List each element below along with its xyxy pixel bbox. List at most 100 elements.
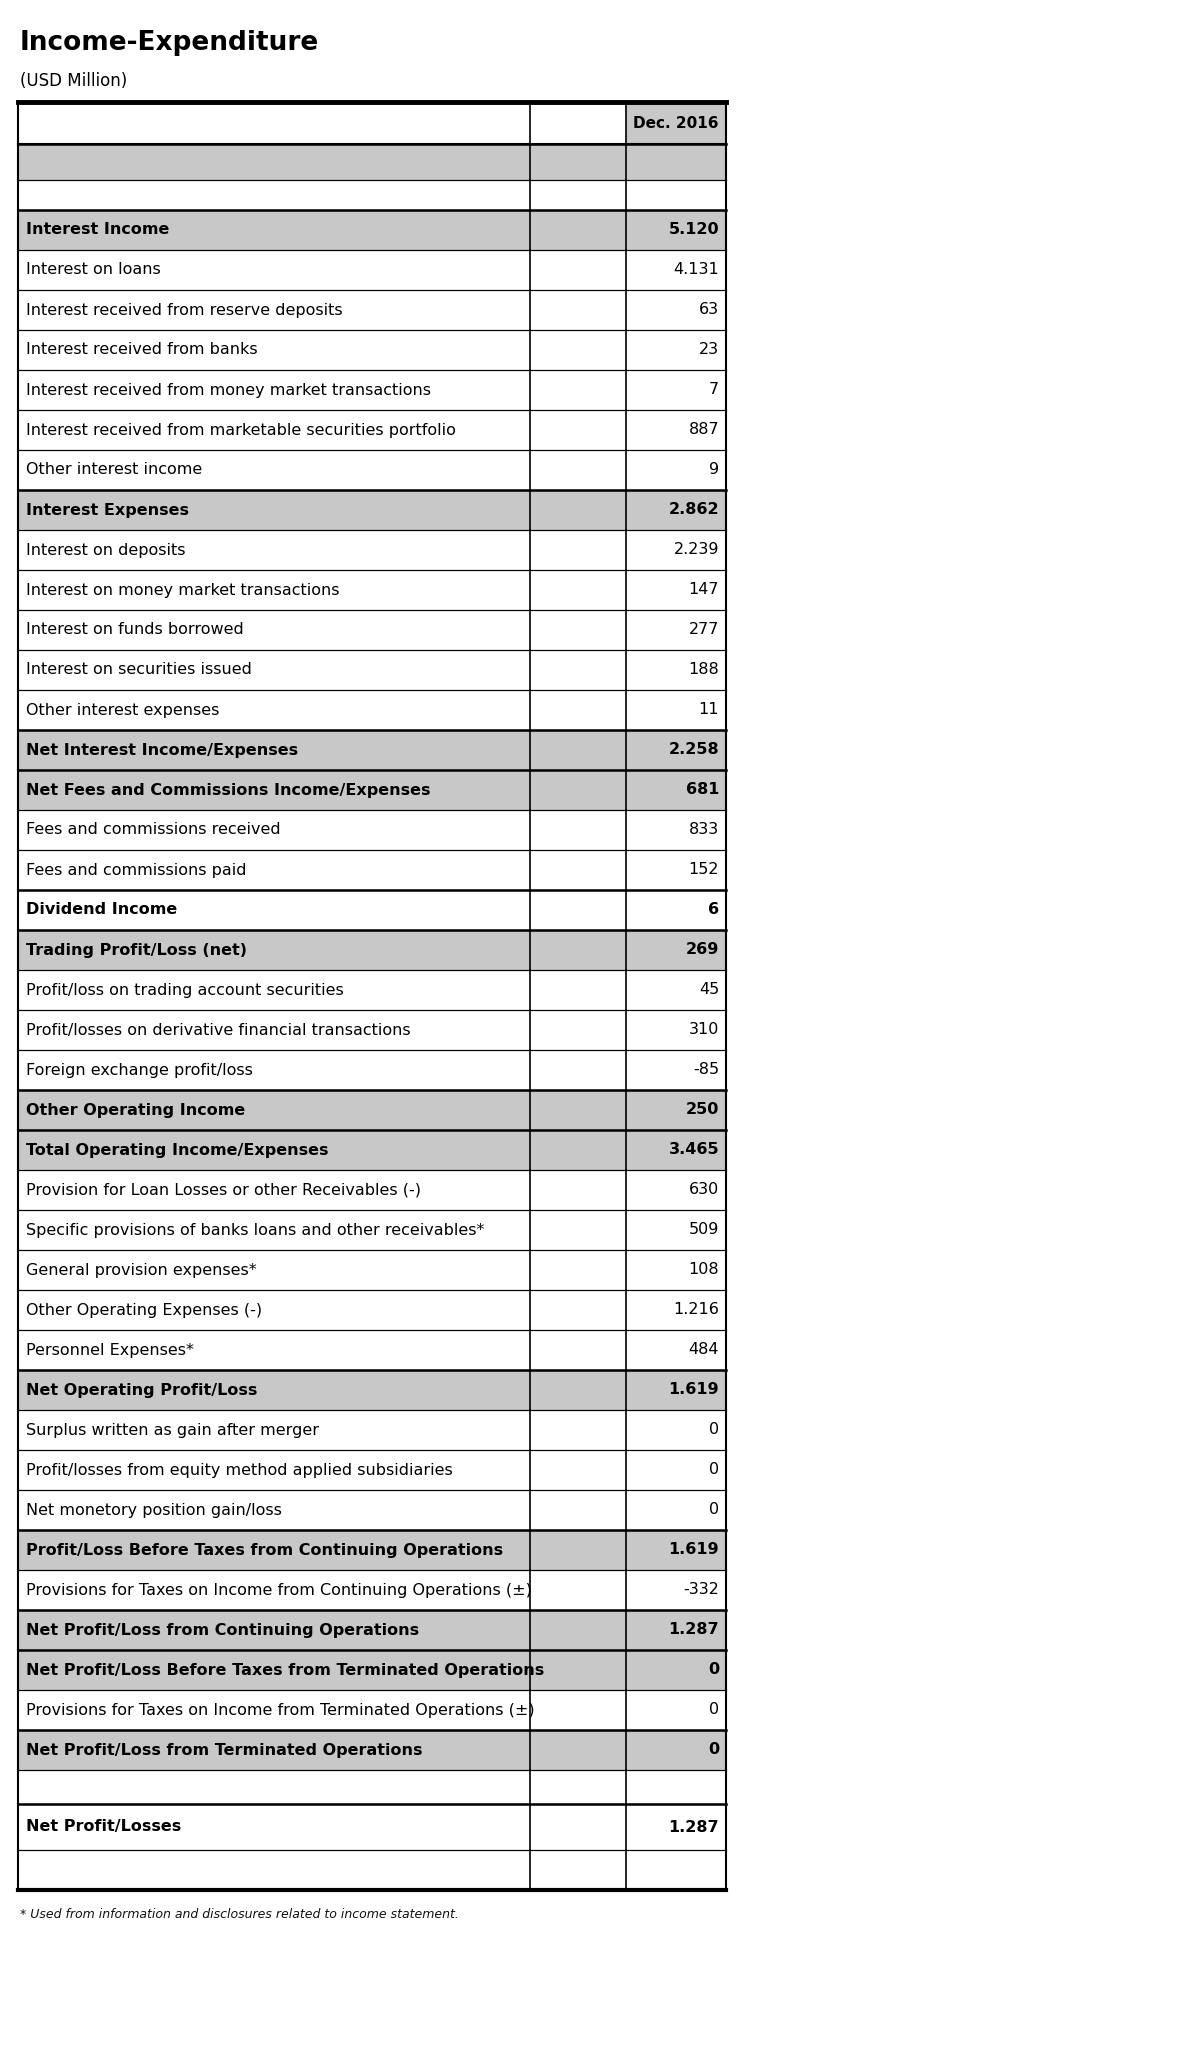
Bar bbox=[18, 1330, 726, 1369]
Text: 1.287: 1.287 bbox=[668, 1820, 719, 1835]
Text: Interest on money market transactions: Interest on money market transactions bbox=[26, 583, 340, 597]
Bar bbox=[18, 1250, 726, 1291]
Text: Profit/loss on trading account securities: Profit/loss on trading account securitie… bbox=[26, 982, 343, 997]
Bar bbox=[18, 850, 726, 889]
Text: 269: 269 bbox=[685, 943, 719, 957]
Text: 6: 6 bbox=[708, 902, 719, 918]
Bar bbox=[18, 1849, 726, 1890]
Text: 0: 0 bbox=[709, 1423, 719, 1437]
Text: -85: -85 bbox=[692, 1062, 719, 1077]
Text: Net Fees and Commissions Income/Expenses: Net Fees and Commissions Income/Expenses bbox=[26, 782, 431, 797]
Bar bbox=[18, 1649, 726, 1690]
Text: Interest on securities issued: Interest on securities issued bbox=[26, 663, 252, 677]
Bar bbox=[18, 1211, 726, 1250]
Text: Net Profit/Loss from Terminated Operations: Net Profit/Loss from Terminated Operatio… bbox=[26, 1742, 422, 1758]
Text: 152: 152 bbox=[689, 863, 719, 877]
Text: 1.287: 1.287 bbox=[668, 1622, 719, 1637]
Bar bbox=[18, 329, 726, 371]
Bar bbox=[18, 490, 726, 529]
Bar bbox=[18, 1730, 726, 1771]
Bar bbox=[18, 731, 726, 770]
Text: Net monetory position gain/loss: Net monetory position gain/loss bbox=[26, 1503, 282, 1517]
Text: Provisions for Taxes on Income from Continuing Operations (±): Provisions for Taxes on Income from Cont… bbox=[26, 1583, 532, 1598]
Bar bbox=[18, 809, 726, 850]
Bar bbox=[18, 651, 726, 690]
Bar bbox=[18, 1291, 726, 1330]
Text: Interest Expenses: Interest Expenses bbox=[26, 502, 190, 517]
Text: 2.239: 2.239 bbox=[673, 542, 719, 558]
Text: 11: 11 bbox=[698, 702, 719, 717]
Bar bbox=[18, 931, 726, 970]
Text: 509: 509 bbox=[689, 1223, 719, 1237]
Text: 833: 833 bbox=[689, 822, 719, 838]
Bar bbox=[18, 1130, 726, 1170]
Bar bbox=[18, 529, 726, 570]
Text: Interest Income: Interest Income bbox=[26, 222, 169, 237]
Bar bbox=[18, 1170, 726, 1211]
Bar bbox=[18, 210, 726, 249]
Text: 0: 0 bbox=[709, 1703, 719, 1717]
Bar bbox=[18, 1571, 726, 1610]
Text: Net Profit/Losses: Net Profit/Losses bbox=[26, 1820, 181, 1835]
Text: 108: 108 bbox=[689, 1262, 719, 1277]
Text: Trading Profit/Loss (net): Trading Profit/Loss (net) bbox=[26, 943, 247, 957]
Text: Fees and commissions paid: Fees and commissions paid bbox=[26, 863, 246, 877]
Bar bbox=[18, 410, 726, 451]
Text: Dec. 2016: Dec. 2016 bbox=[634, 115, 719, 130]
Text: Interest on deposits: Interest on deposits bbox=[26, 542, 186, 558]
Bar bbox=[626, 103, 726, 144]
Text: 45: 45 bbox=[698, 982, 719, 997]
Text: 9: 9 bbox=[709, 463, 719, 478]
Bar bbox=[18, 451, 726, 490]
Text: 250: 250 bbox=[685, 1102, 719, 1118]
Text: Interest received from banks: Interest received from banks bbox=[26, 342, 258, 358]
Bar bbox=[18, 770, 726, 809]
Text: 0: 0 bbox=[708, 1662, 719, 1678]
Text: (USD Million): (USD Million) bbox=[20, 72, 127, 91]
Text: Provisions for Taxes on Income from Terminated Operations (±): Provisions for Taxes on Income from Term… bbox=[26, 1703, 535, 1717]
Text: General provision expenses*: General provision expenses* bbox=[26, 1262, 257, 1277]
Bar bbox=[18, 144, 726, 179]
Text: 147: 147 bbox=[689, 583, 719, 597]
Text: Fees and commissions received: Fees and commissions received bbox=[26, 822, 281, 838]
Text: 1.216: 1.216 bbox=[673, 1303, 719, 1318]
Bar bbox=[18, 570, 726, 609]
Text: 0: 0 bbox=[708, 1742, 719, 1758]
Text: Other interest income: Other interest income bbox=[26, 463, 203, 478]
Text: * Used from information and disclosures related to income statement.: * Used from information and disclosures … bbox=[20, 1909, 458, 1921]
Bar bbox=[18, 371, 726, 410]
Bar bbox=[18, 1610, 726, 1649]
Text: Income-Expenditure: Income-Expenditure bbox=[20, 31, 319, 56]
Text: 0: 0 bbox=[709, 1462, 719, 1478]
Text: 4.131: 4.131 bbox=[673, 261, 719, 278]
Text: 188: 188 bbox=[689, 663, 719, 677]
Text: Interest received from money market transactions: Interest received from money market tran… bbox=[26, 383, 431, 397]
Text: 277: 277 bbox=[689, 622, 719, 638]
Text: 630: 630 bbox=[689, 1182, 719, 1198]
Text: Profit/Loss Before Taxes from Continuing Operations: Profit/Loss Before Taxes from Continuing… bbox=[26, 1542, 503, 1557]
Text: Interest received from reserve deposits: Interest received from reserve deposits bbox=[26, 303, 343, 317]
Text: Personnel Expenses*: Personnel Expenses* bbox=[26, 1342, 194, 1357]
Bar bbox=[18, 1050, 726, 1089]
Bar bbox=[18, 1011, 726, 1050]
Bar bbox=[18, 1804, 726, 1849]
Text: Other interest expenses: Other interest expenses bbox=[26, 702, 220, 717]
Text: Other Operating Expenses (-): Other Operating Expenses (-) bbox=[26, 1303, 262, 1318]
Text: Profit/losses from equity method applied subsidiaries: Profit/losses from equity method applied… bbox=[26, 1462, 452, 1478]
Text: Profit/losses on derivative financial transactions: Profit/losses on derivative financial tr… bbox=[26, 1023, 410, 1038]
Text: Surplus written as gain after merger: Surplus written as gain after merger bbox=[26, 1423, 319, 1437]
Text: Net Operating Profit/Loss: Net Operating Profit/Loss bbox=[26, 1382, 257, 1398]
Text: Dividend Income: Dividend Income bbox=[26, 902, 178, 918]
Text: 5.120: 5.120 bbox=[668, 222, 719, 237]
Text: 23: 23 bbox=[698, 342, 719, 358]
Text: 887: 887 bbox=[689, 422, 719, 437]
Text: 7: 7 bbox=[709, 383, 719, 397]
Text: Other Operating Income: Other Operating Income bbox=[26, 1102, 245, 1118]
Text: Foreign exchange profit/loss: Foreign exchange profit/loss bbox=[26, 1062, 253, 1077]
Bar bbox=[18, 1089, 726, 1130]
Bar bbox=[18, 1369, 726, 1410]
Bar bbox=[18, 1491, 726, 1530]
Text: 484: 484 bbox=[689, 1342, 719, 1357]
Text: 310: 310 bbox=[689, 1023, 719, 1038]
Text: Specific provisions of banks loans and other receivables*: Specific provisions of banks loans and o… bbox=[26, 1223, 485, 1237]
